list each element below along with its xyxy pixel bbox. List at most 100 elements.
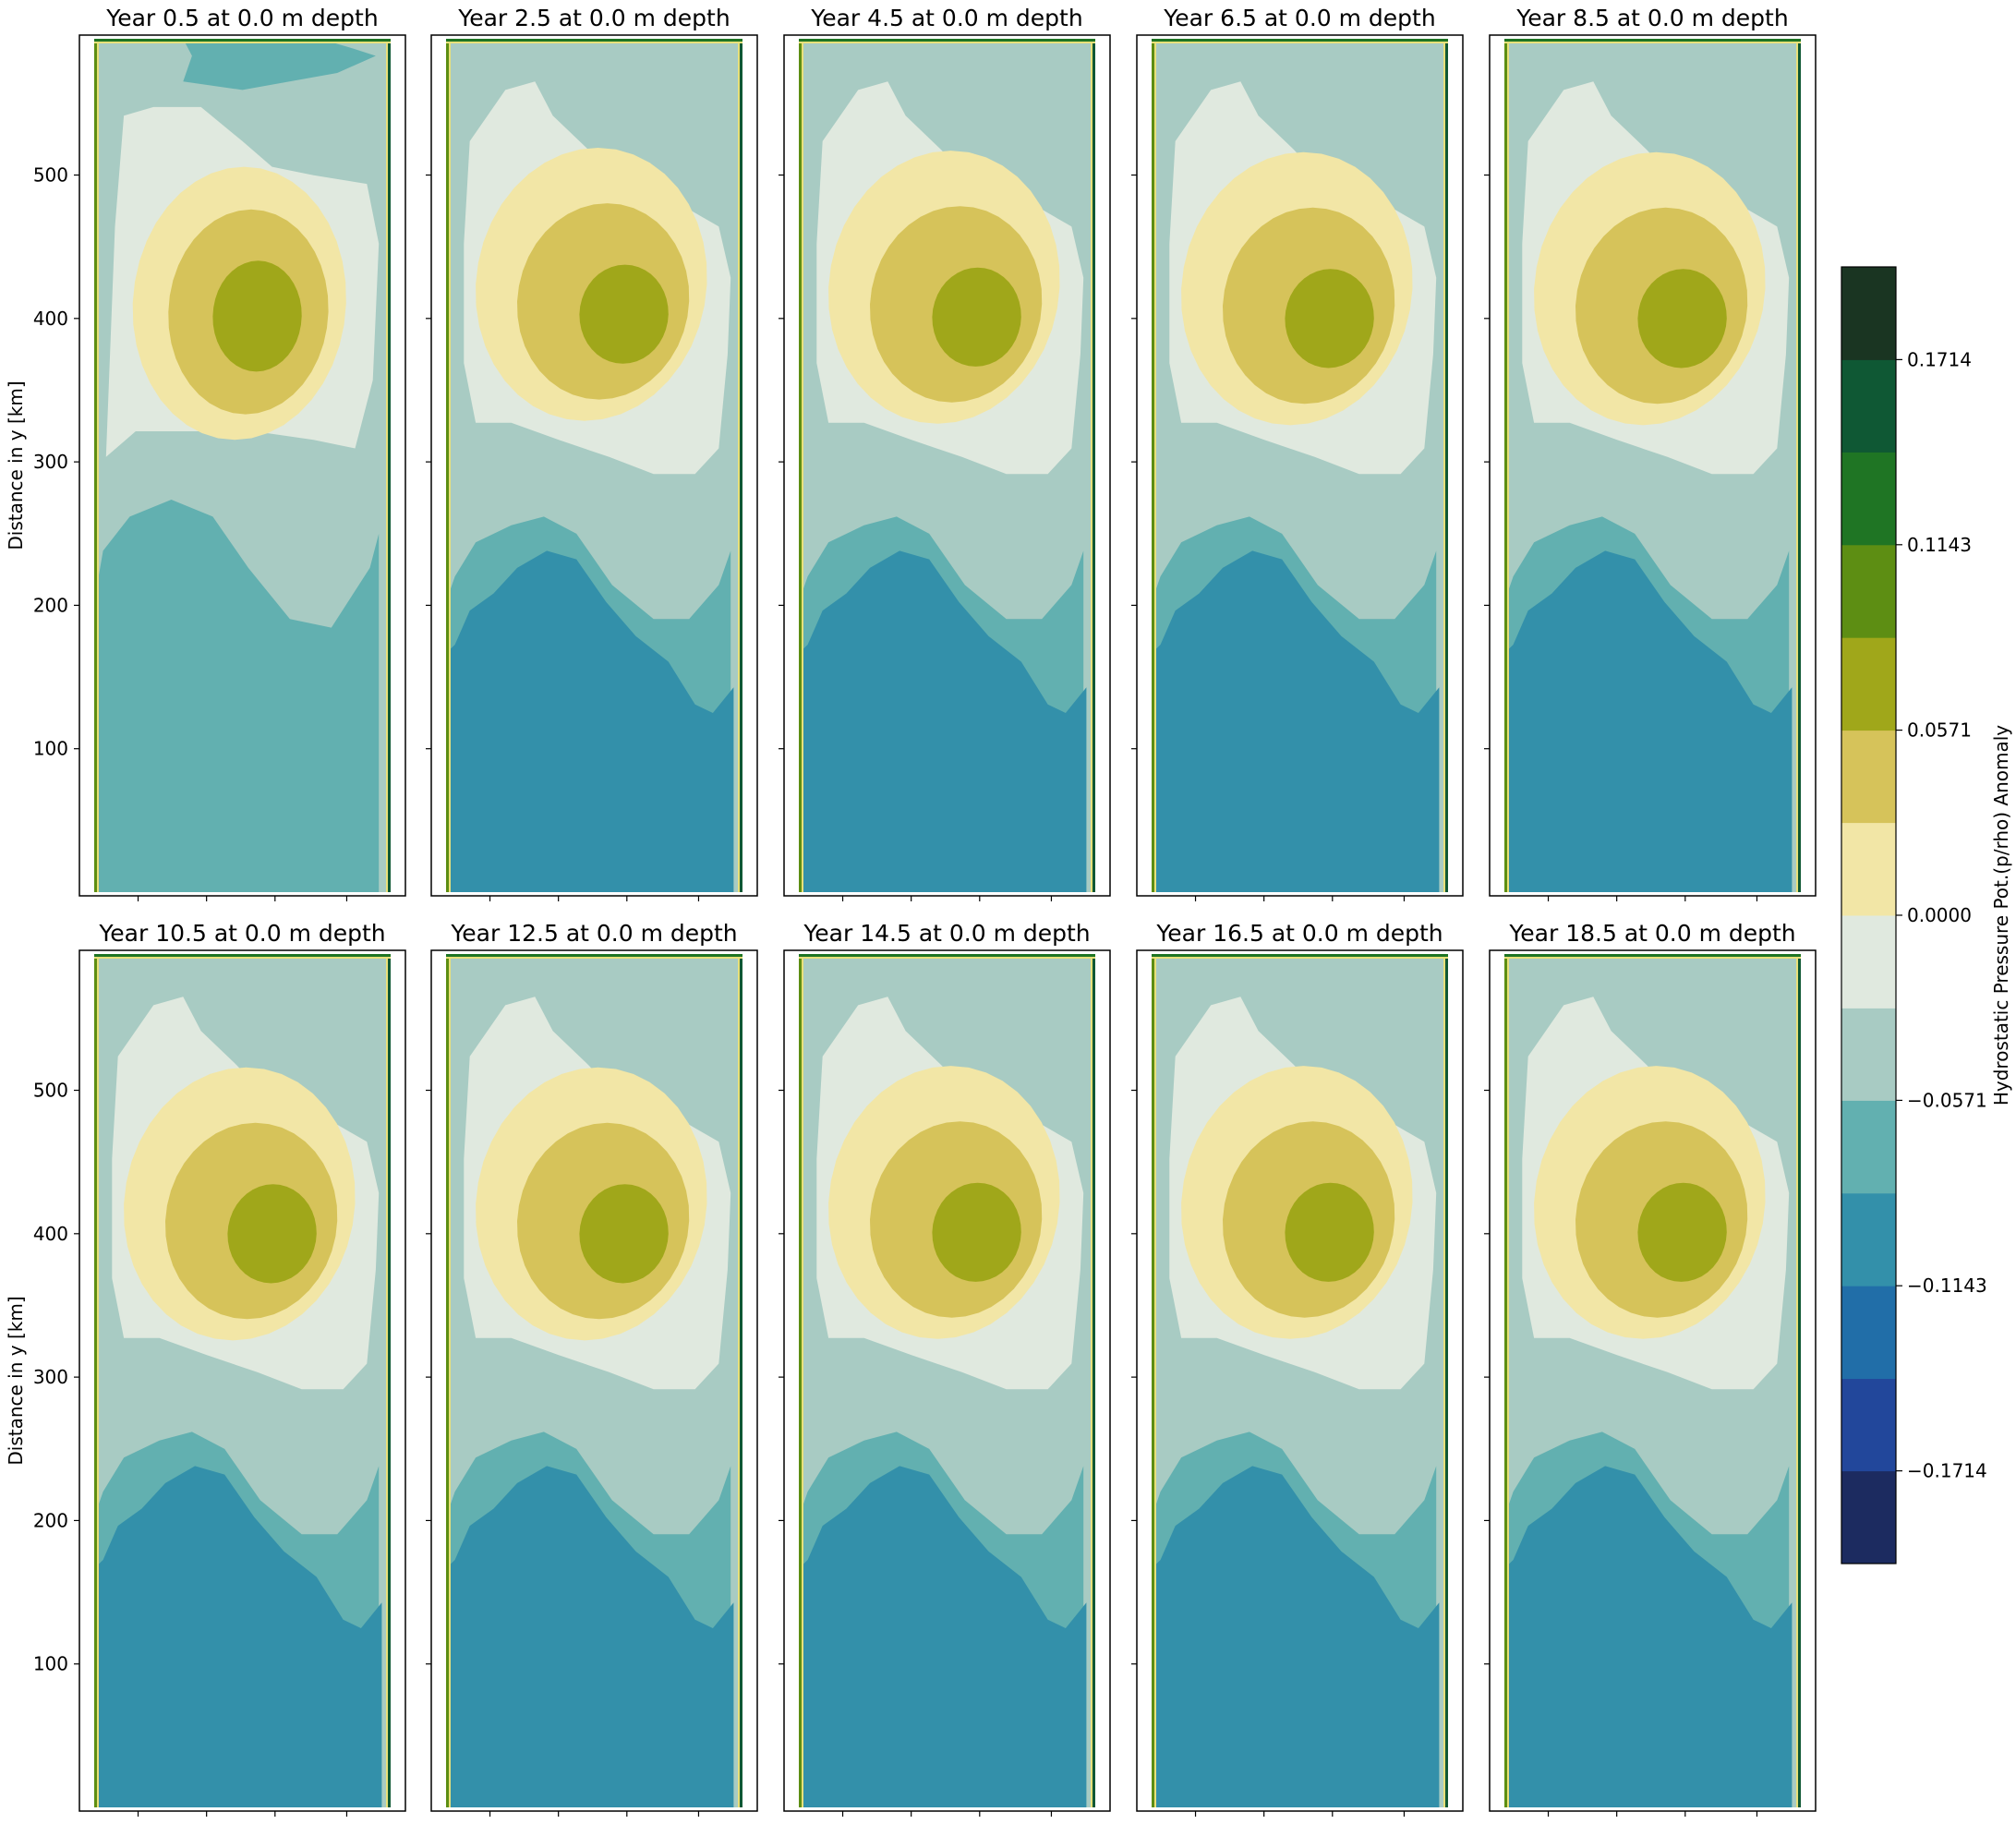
boundary-strip — [386, 954, 388, 1807]
axes-frame — [1136, 949, 1464, 1812]
colorbar-segment — [1841, 1008, 1896, 1101]
boundary-strip — [1093, 954, 1095, 1807]
y-tick-label: 300 — [33, 1366, 68, 1388]
subplot-panel: Year 14.5 at 0.0 m depth — [779, 920, 1111, 1817]
contour-level-band — [1504, 1466, 1793, 1807]
axes-frame — [78, 34, 406, 897]
boundary-strip — [449, 954, 451, 1807]
contour-level-band — [94, 500, 380, 892]
boundary-strip — [94, 957, 391, 959]
y-tick-label: 200 — [33, 1509, 68, 1531]
y-tick-label: 400 — [33, 1223, 68, 1245]
boundary-strip — [1504, 39, 1801, 42]
boundary-strip — [446, 39, 742, 42]
boundary-strip — [740, 39, 742, 892]
colorbar-tick-label: 0.1143 — [1907, 534, 1972, 556]
colorbar-segment — [1841, 267, 1896, 360]
contour-level-band — [799, 550, 1087, 892]
boundary-strip — [1507, 954, 1509, 1807]
contour-level-band — [579, 1184, 669, 1284]
boundary-strip — [94, 39, 391, 42]
contour-level-band — [1637, 269, 1727, 368]
contour-level-band — [932, 1182, 1021, 1282]
boundary-strip — [1091, 954, 1093, 1807]
contour-level-band — [1637, 1182, 1727, 1282]
boundary-strip — [1443, 39, 1445, 892]
contour-layer — [1152, 39, 1448, 892]
boundary-strip — [802, 954, 803, 1807]
colorbar-segment — [1841, 637, 1896, 731]
contour-level-band — [94, 1466, 382, 1807]
boundary-strip — [1796, 954, 1798, 1807]
axes-frame — [78, 949, 406, 1812]
contour-level-band — [932, 267, 1021, 367]
contour-level-band — [183, 39, 376, 91]
colorbar-segment — [1841, 822, 1896, 916]
boundary-strip — [799, 957, 1095, 959]
boundary-strip — [386, 39, 388, 892]
boundary-strip — [446, 42, 742, 43]
panel-title: Year 16.5 at 0.0 m depth — [1155, 920, 1443, 947]
colorbar-tick-label: 0.0000 — [1907, 904, 1972, 926]
axes-frame — [430, 949, 758, 1812]
contour-level-band — [446, 1466, 734, 1807]
colorbar-tick-label: −0.1714 — [1907, 1460, 1987, 1482]
colorbar-segment — [1841, 1192, 1896, 1286]
panels: Year 0.5 at 0.0 m depth 100 200 300 400 500 Di… — [5, 5, 1817, 1817]
contour-level-band — [579, 264, 669, 364]
boundary-strip — [94, 39, 97, 892]
colorbar-segment — [1841, 730, 1896, 824]
panel-title: Year 4.5 at 0.0 m depth — [810, 5, 1082, 31]
panel-title: Year 8.5 at 0.0 m depth — [1515, 5, 1788, 31]
subplot-panel: Year 10.5 at 0.0 m depth 100 200 300 400 500 D… — [5, 920, 406, 1817]
y-tick-label: 500 — [33, 164, 68, 187]
subplot-panel: Year 8.5 at 0.0 m depth — [1484, 5, 1817, 901]
panel-title: Year 14.5 at 0.0 m depth — [803, 920, 1090, 947]
contour-layer — [799, 39, 1095, 892]
boundary-strip — [1796, 39, 1798, 892]
boundary-strip — [802, 39, 803, 892]
colorbar-segment — [1841, 544, 1896, 638]
boundary-strip — [740, 954, 742, 1807]
boundary-strip — [94, 42, 391, 43]
panel-title: Year 18.5 at 0.0 m depth — [1508, 920, 1795, 947]
boundary-strip — [1154, 954, 1156, 1807]
boundary-strip — [1443, 954, 1445, 1807]
subplot-panel: Year 18.5 at 0.0 m depth — [1484, 920, 1817, 1817]
boundary-strip — [1152, 957, 1448, 959]
boundary-strip — [799, 42, 1095, 43]
boundary-strip — [94, 954, 97, 1807]
y-tick-label: 300 — [33, 451, 68, 473]
boundary-strip — [449, 39, 451, 892]
contour-layer — [446, 954, 742, 1807]
contour-level-band — [1285, 1182, 1374, 1282]
panel-title: Year 6.5 at 0.0 m depth — [1163, 5, 1435, 31]
y-tick-label: 100 — [33, 738, 68, 760]
subplot-panel: Year 6.5 at 0.0 m depth — [1131, 5, 1464, 901]
y-tick-label: 200 — [33, 594, 68, 616]
axes-frame — [1136, 34, 1464, 897]
contour-layer — [94, 954, 391, 1807]
contour-level-band — [1504, 550, 1793, 892]
axes-frame — [783, 949, 1111, 1812]
boundary-strip — [446, 39, 449, 892]
contour-level-band — [1152, 550, 1440, 892]
contour-layer — [1504, 39, 1801, 892]
boundary-strip — [1154, 39, 1156, 892]
subplot-panel: Year 2.5 at 0.0 m depth — [426, 5, 758, 901]
boundary-strip — [1445, 954, 1448, 1807]
colorbar-segment — [1841, 915, 1896, 1009]
colorbar-segment — [1841, 1470, 1896, 1564]
boundary-strip — [1152, 39, 1154, 892]
colorbar-tick-label: 0.1714 — [1907, 348, 1972, 370]
boundary-strip — [1152, 954, 1448, 957]
axes-frame — [1489, 949, 1817, 1812]
subplot-panel: Year 4.5 at 0.0 m depth — [779, 5, 1111, 901]
boundary-strip — [1152, 954, 1154, 1807]
boundary-strip — [388, 954, 391, 1807]
colorbar-segment — [1841, 1378, 1896, 1472]
boundary-strip — [1504, 42, 1801, 43]
boundary-strip — [1504, 957, 1801, 959]
colorbar-tick-label: 0.0571 — [1907, 719, 1972, 742]
colorbar-segment — [1841, 1100, 1896, 1194]
